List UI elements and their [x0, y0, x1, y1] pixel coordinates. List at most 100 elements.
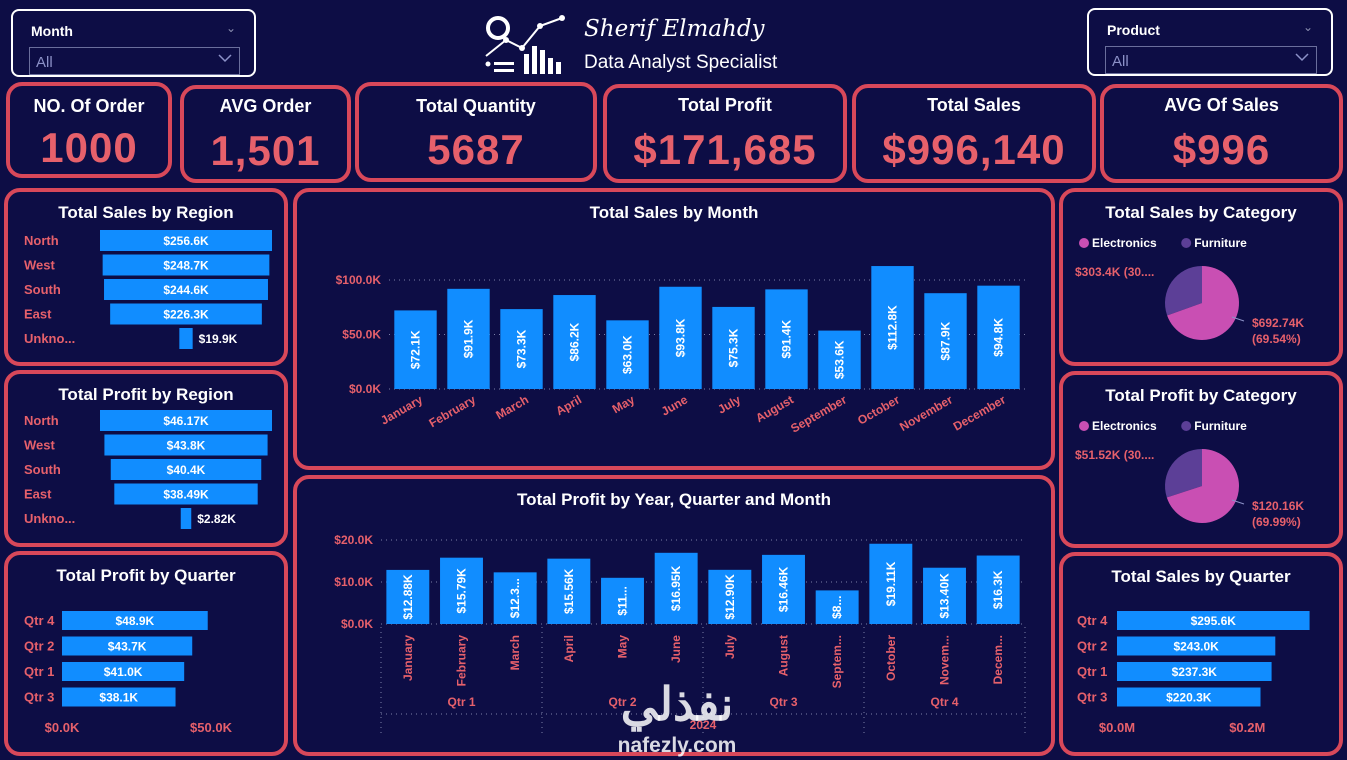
- slice-percent-label: (69.99%): [1252, 515, 1301, 529]
- category-label: Unkno...: [24, 331, 75, 346]
- product-dropdown[interactable]: All: [1105, 46, 1317, 74]
- quarter-label: Qtr 2: [608, 695, 636, 709]
- data-label: $16.95K: [669, 565, 683, 611]
- brand-subtitle: Data Analyst Specialist: [584, 52, 778, 73]
- profit-by-region-chart: North $46.17K West $43.8K South $40.4K East $38…: [24, 410, 272, 529]
- quarter-label: Qtr 3: [769, 695, 797, 709]
- kpi-title: Total Sales: [927, 95, 1021, 115]
- data-label: $48.9K: [116, 614, 155, 628]
- month-slicer[interactable]: Month ⌄ All: [11, 9, 256, 77]
- bar: [104, 434, 268, 456]
- bar: [100, 410, 272, 431]
- brand-name: Sherif Elmahdy: [584, 16, 765, 42]
- pie-slice: [1165, 266, 1202, 316]
- profit-by-quarter-chart: Qtr 4 $48.9K Qtr 2 $43.7K Qtr 1 $41.0K Qtr 3 $3…: [24, 611, 233, 735]
- leader-line: [1231, 499, 1245, 505]
- category-label: July: [723, 635, 737, 659]
- kpi-profit-card: Total Profit $171,685: [603, 84, 847, 183]
- watermark-latin: nafezly.com: [618, 734, 737, 757]
- product-slicer-label: Product: [1107, 22, 1160, 38]
- bar: [762, 554, 805, 624]
- bar: [712, 306, 755, 389]
- analytics-logo-icon: [485, 15, 565, 74]
- category-label: June: [659, 392, 691, 418]
- data-label: $248.7K: [163, 259, 209, 273]
- x-tick-label: $0.0M: [1099, 720, 1135, 735]
- category-label: Qtr 3: [1077, 690, 1107, 705]
- bar: [869, 543, 913, 624]
- bar: [659, 286, 702, 389]
- profit-by-quarter-card: Total Profit by Quarter Qtr 4 $48.9K Qtr 2…: [4, 551, 288, 756]
- data-label: $244.6K: [163, 283, 209, 297]
- data-label: $94.8K: [992, 318, 1006, 357]
- x-tick-label: $50.0K: [190, 720, 233, 735]
- kpi-value: 5687: [427, 126, 525, 173]
- bar: [815, 590, 859, 624]
- chevron-down-icon[interactable]: ⌄: [1302, 20, 1313, 34]
- data-label: $87.9K: [939, 321, 953, 360]
- category-label: January: [378, 392, 425, 427]
- category-label: East: [24, 487, 52, 502]
- category-label: November: [897, 392, 955, 434]
- category-label: May: [610, 392, 637, 416]
- bar: [1117, 687, 1261, 707]
- sales-by-month-chart: $0.0K $50.0K $100.0K $72.1K January $91.9K Feb…: [336, 266, 1025, 436]
- data-label: $12.3...: [508, 578, 522, 618]
- bar: [1117, 662, 1272, 681]
- bar: [62, 636, 193, 656]
- bar: [654, 552, 698, 624]
- bar: [493, 572, 537, 624]
- bar: [553, 295, 596, 389]
- chart-title: Total Profit by Quarter: [56, 566, 236, 585]
- bar: [179, 328, 193, 349]
- sales-by-region-card: Total Sales by Region North $256.6K West $2…: [4, 188, 288, 366]
- data-label: $15.79K: [455, 568, 469, 614]
- category-label: East: [24, 307, 52, 322]
- month-dropdown[interactable]: All: [29, 47, 240, 75]
- bar: [62, 662, 185, 681]
- sales-by-category-chart: Electronics Furniture $692.74K (69.54%) $303…: [1075, 236, 1304, 346]
- data-label: $11...: [616, 586, 630, 615]
- category-label: Qtr 4: [1077, 613, 1108, 628]
- legend-label: Electronics: [1092, 236, 1157, 250]
- data-label: $12.90K: [723, 574, 737, 620]
- kpi-title: Total Quantity: [416, 96, 536, 116]
- category-label: October: [884, 635, 898, 681]
- bar: [500, 309, 543, 389]
- bar: [102, 254, 270, 276]
- category-label: May: [616, 635, 630, 659]
- chevron-down-icon[interactable]: ⌄: [225, 21, 236, 35]
- chart-title: Total Profit by Category: [1105, 386, 1297, 405]
- chart-title: Total Profit by Year, Quarter and Month: [517, 490, 831, 509]
- kpi-value: 1,501: [210, 127, 321, 174]
- category-label: Septem...: [830, 635, 844, 688]
- bar: [440, 557, 483, 624]
- bar: [1117, 611, 1310, 630]
- bar: [708, 569, 752, 624]
- kpi-quantity-card: Total Quantity 5687: [355, 82, 597, 182]
- category-label: West: [24, 258, 55, 273]
- kpi-orders-card: NO. Of Order 1000: [6, 82, 172, 178]
- data-label: $112.8K: [886, 305, 900, 350]
- y-tick-label: $20.0K: [334, 533, 373, 547]
- bar: [104, 279, 268, 300]
- data-label: $86.2K: [568, 322, 582, 361]
- quarter-label: Qtr 4: [930, 695, 958, 709]
- data-label: $43.7K: [108, 640, 147, 654]
- data-label: $2.82K: [197, 512, 236, 526]
- profit-by-year-quarter-month-chart: $0.0K $10.0K $20.0K $12.88K January $15.79K Fe…: [334, 533, 1026, 734]
- category-label: December: [951, 392, 1009, 433]
- leader-line: [1231, 316, 1245, 322]
- chart-title: Total Profit by Region: [58, 385, 234, 404]
- kpi-sales-card: Total Sales $996,140: [852, 84, 1096, 183]
- legend-label: Furniture: [1194, 236, 1247, 250]
- category-label: Qtr 3: [24, 690, 54, 705]
- sales-by-category-card: Total Sales by Category Electronics Furni…: [1059, 188, 1343, 366]
- chart-title: Total Sales by Category: [1105, 203, 1297, 222]
- x-tick-label: $0.0K: [45, 720, 80, 735]
- sales-by-month-card: Total Sales by Month $0.0K $50.0K $100.0K $…: [293, 188, 1055, 470]
- product-slicer[interactable]: Product ⌄ All: [1087, 8, 1333, 76]
- legend-label: Electronics: [1092, 419, 1157, 433]
- kpi-title: NO. Of Order: [33, 96, 145, 116]
- kpi-value: $996: [1172, 126, 1271, 173]
